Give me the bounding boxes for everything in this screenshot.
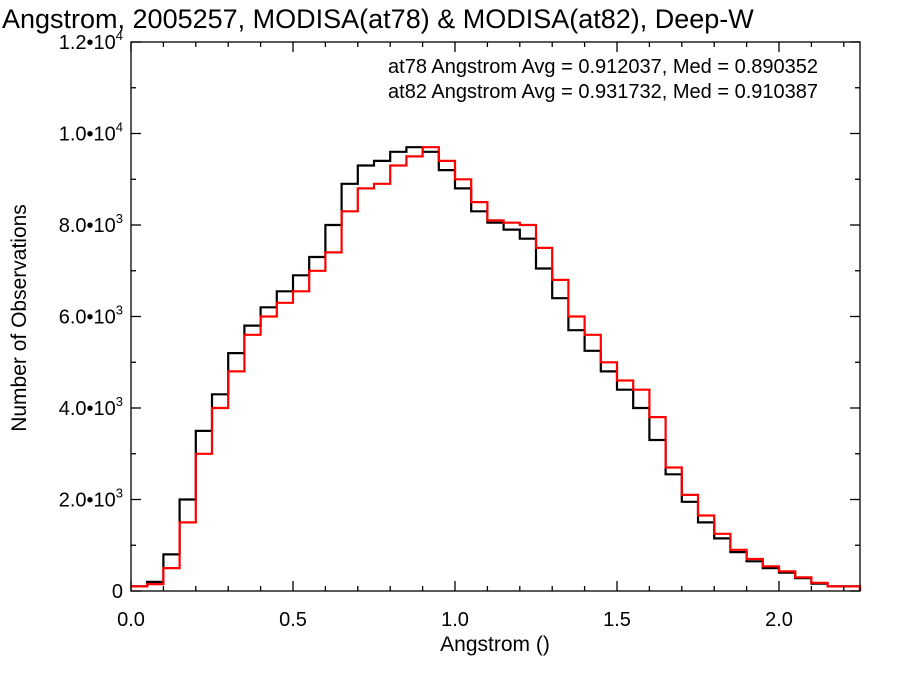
series-line-1 — [131, 146, 862, 591]
y-tick-label: 8.0•103 — [59, 211, 123, 237]
y-tick-label: 4.0•103 — [59, 394, 123, 420]
ticks-layer: 0.0 0.5 1.0 1.5 2.0 0 2.0•103 4.0•103 6.0•103 8.0… — [59, 28, 860, 631]
plot-frame — [130, 41, 861, 592]
y-axis-label: Number of Observations — [8, 204, 31, 432]
legend-at78-stats: at78 Angstrom Avg = 0.912037, Med = 0.89… — [388, 56, 818, 78]
y-tick-label: 6.0•103 — [59, 303, 123, 329]
x-axis-label: Angstrom () — [440, 633, 550, 656]
series-layer — [131, 146, 862, 591]
y-tick-label: 1.2•104 — [59, 28, 123, 54]
chart-title: Angstrom, 2005257, MODISA(at78) & MODISA… — [2, 4, 754, 34]
x-tick-label: 0.5 — [279, 609, 307, 631]
x-tick-label: 0.0 — [117, 609, 145, 631]
y-tick-label: 1.0•104 — [59, 120, 123, 146]
y-tick-label: 0 — [112, 581, 123, 603]
series-line-0 — [131, 146, 862, 591]
x-tick-label: 1.5 — [603, 609, 631, 631]
y-tick-label: 2.0•103 — [59, 486, 123, 512]
x-tick-label: 2.0 — [765, 609, 793, 631]
x-tick-label: 1.0 — [441, 609, 469, 631]
legend-at82-stats: at82 Angstrom Avg = 0.931732, Med = 0.91… — [388, 81, 818, 103]
